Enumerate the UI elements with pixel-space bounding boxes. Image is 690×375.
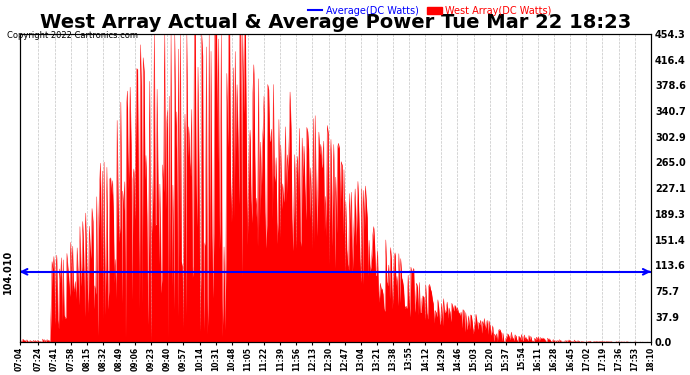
Text: Copyright 2022 Cartronics.com: Copyright 2022 Cartronics.com [7,30,138,39]
Title: West Array Actual & Average Power Tue Mar 22 18:23: West Array Actual & Average Power Tue Ma… [39,13,631,32]
Legend: Average(DC Watts), West Array(DC Watts): Average(DC Watts), West Array(DC Watts) [304,2,555,20]
Y-axis label: 104.010: 104.010 [3,250,13,294]
